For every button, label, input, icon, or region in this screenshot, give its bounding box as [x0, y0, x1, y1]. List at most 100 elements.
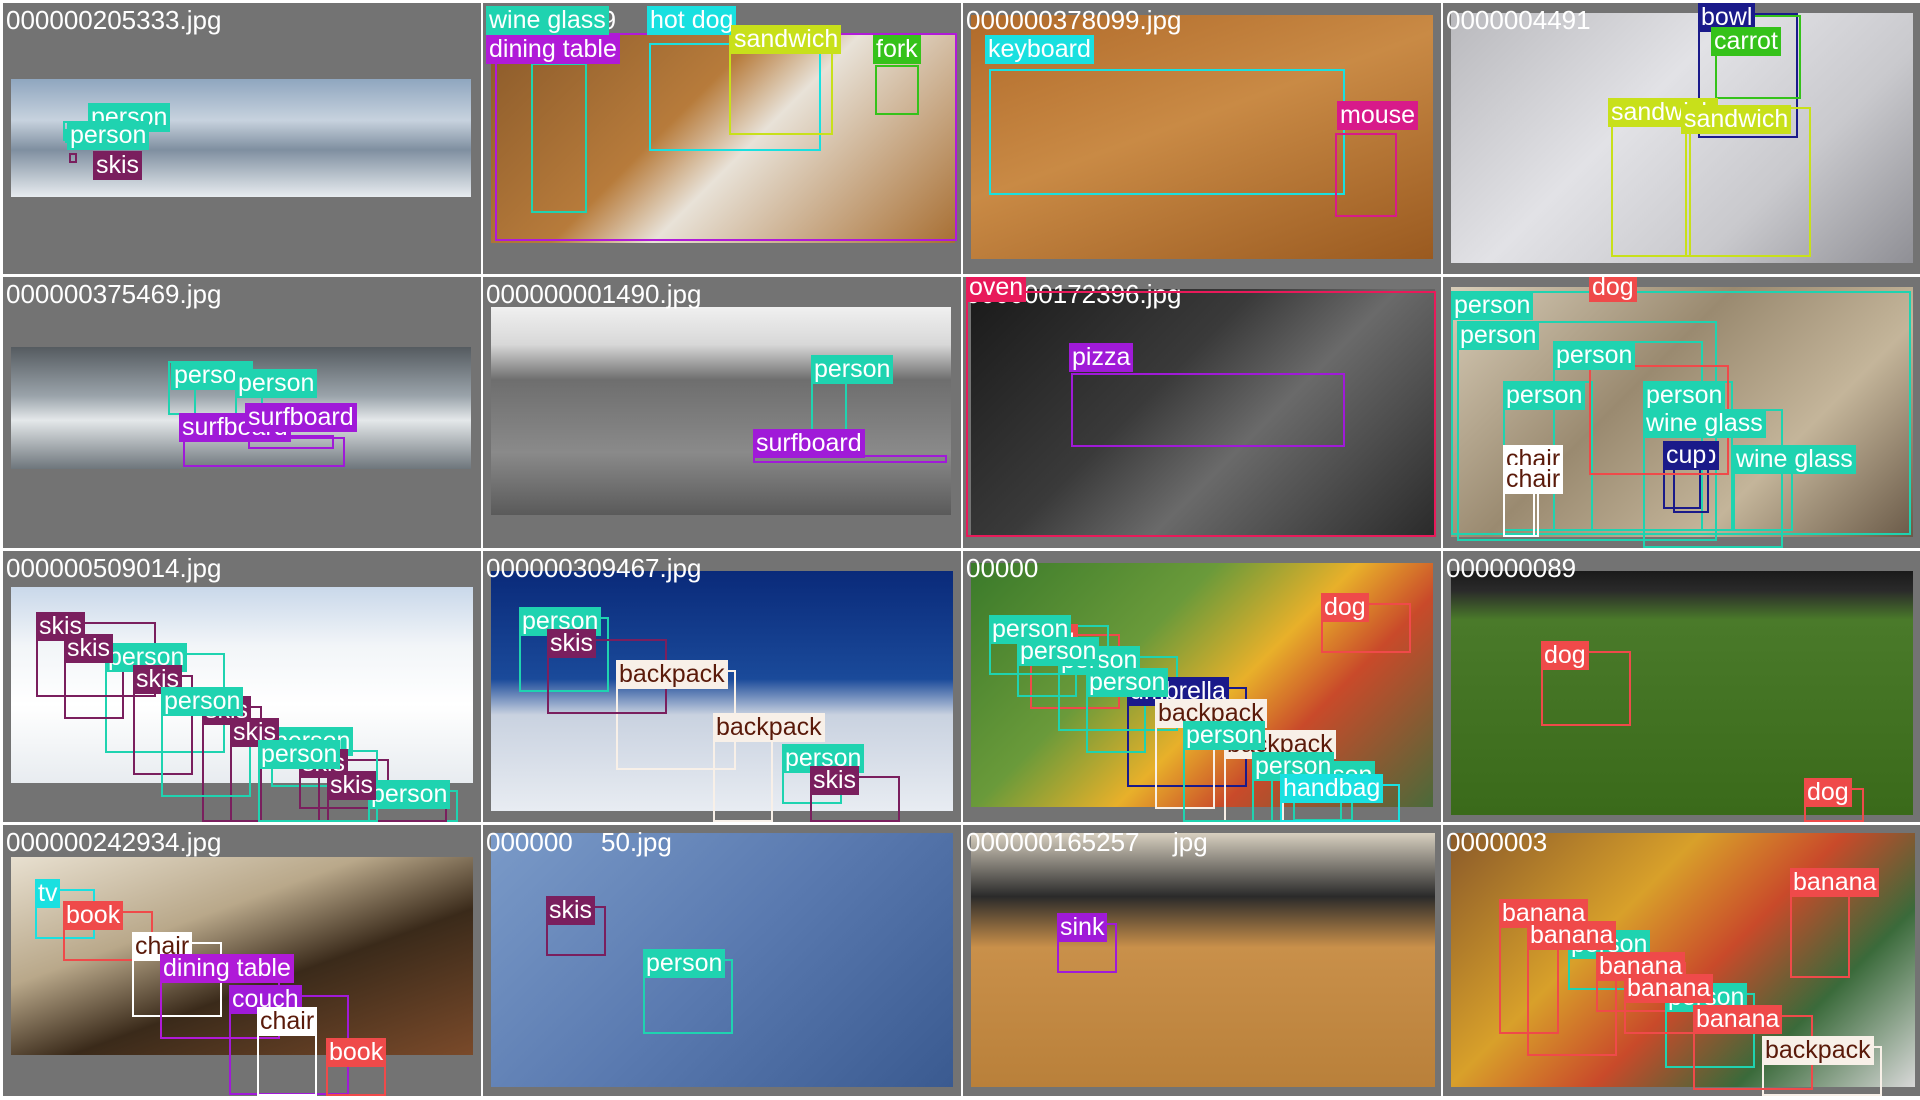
detection-label: chair — [1503, 465, 1564, 494]
bounding-box — [531, 63, 587, 213]
detection-label: person — [1017, 637, 1100, 666]
filename-label: 000000378099.jpg — [966, 5, 1182, 35]
detection-label: hot dog — [647, 6, 737, 35]
filename-label: 000000242934.jpg — [6, 827, 222, 857]
detection-label: banana — [1624, 974, 1714, 1003]
filename-label: 000000165257 — [966, 827, 1140, 857]
detection-label: skis — [810, 766, 860, 795]
detection-label: dog — [1321, 593, 1369, 622]
filename-label: 000000309467.jpg — [486, 553, 702, 583]
detection-label: person — [1457, 321, 1540, 350]
image-tile: 000000509014.jpgpersonpersonpersonskissk… — [3, 551, 481, 822]
bounding-box — [69, 153, 77, 163]
filename-label: 00000 — [966, 553, 1039, 583]
detection-label: skis — [64, 634, 114, 663]
detection-label: skis — [546, 896, 596, 925]
detection-label: person — [1503, 381, 1586, 410]
image-tile: 000000375469.jpg person person surfboard sur… — [3, 277, 481, 548]
detection-label: backpack — [616, 660, 728, 689]
detection-label: mouse — [1337, 101, 1419, 130]
detection-label: backpack — [1762, 1036, 1874, 1065]
photo — [491, 307, 951, 515]
bounding-box — [966, 291, 1436, 537]
image-tile: 000000205333.jpg person person skis — [3, 3, 481, 274]
photo — [11, 587, 473, 783]
detection-label: dog — [1804, 778, 1852, 807]
detection-label: couch — [229, 985, 302, 1014]
detection-label: oven — [966, 277, 1027, 302]
image-tile: 000000165257 jpg sink — [963, 825, 1441, 1096]
detection-label: person — [1643, 381, 1726, 410]
image-tile: 000000 50.jpg skis person — [483, 825, 961, 1096]
detection-label: person — [1451, 291, 1534, 320]
detection-label: chair — [257, 1007, 318, 1036]
detection-label: person — [643, 949, 726, 978]
detection-label: skis — [547, 629, 597, 658]
detection-label: fork — [873, 35, 921, 64]
detection-label: keyboard — [985, 35, 1094, 64]
filename-label: 000000509014.jpg — [6, 553, 222, 583]
detection-label: person — [67, 121, 150, 150]
image-tile: 0000004491 bowl carrot sandwich sandwich — [1443, 3, 1920, 274]
detection-label: tv — [35, 879, 61, 908]
photo — [491, 33, 955, 243]
detection-label: person — [258, 740, 341, 769]
bounding-box — [248, 435, 334, 449]
image-tile: 000000089 dog dog — [1443, 551, 1920, 822]
detection-label: dining table — [160, 954, 294, 983]
detection-label: pizza — [1069, 343, 1134, 372]
filename-label: 000000001490.jpg — [486, 279, 702, 309]
bounding-box — [1451, 291, 1911, 535]
filename-label: 0000004491 — [1446, 5, 1591, 35]
bounding-box — [1715, 15, 1801, 99]
detection-label: person — [368, 780, 451, 809]
detection-label: banana — [1790, 868, 1880, 897]
detection-label: dining table — [486, 35, 620, 64]
image-tile: 000000242934.jpg tv chair couch book book dini… — [3, 825, 481, 1096]
detection-label: skis — [93, 151, 143, 180]
detection-label: wine glass — [1643, 409, 1766, 438]
filename-label-tail: 50.jpg — [601, 827, 672, 857]
photo — [1451, 13, 1913, 263]
bounding-box — [1611, 107, 1691, 257]
detection-label: dog — [1541, 641, 1589, 670]
detection-label: surfboard — [245, 403, 357, 432]
image-tile: 000000001490.jpg person surfboard — [483, 277, 961, 548]
detection-label: person — [811, 355, 894, 384]
detection-label: person — [1086, 668, 1169, 697]
detection-label: skis — [327, 771, 377, 800]
detection-label: banana — [1693, 1005, 1783, 1034]
image-tile: person person person person person wine glass… — [1443, 277, 1920, 548]
filename-label: 000000205333.jpg — [6, 5, 222, 35]
filename-label: 000000 — [486, 827, 573, 857]
detection-label: book — [63, 901, 124, 930]
photo — [971, 833, 1435, 1087]
photo — [971, 289, 1435, 537]
detection-label: cup — [1663, 441, 1710, 470]
filename-label: 000000089 — [1446, 553, 1577, 583]
image-tile: 0000003personpersonbackpackbananabananab… — [1443, 825, 1920, 1096]
image-tile: 00000persondogumbrellabackpackdogpersonb… — [963, 551, 1441, 822]
detection-label: dog — [1589, 277, 1637, 302]
bounding-box — [1071, 373, 1345, 447]
image-tile: 000000378099.jpg keyboard mouse — [963, 3, 1441, 274]
detection-label: book — [326, 1038, 387, 1067]
detection-label: person — [161, 687, 244, 716]
filename-label-tail: jpg — [1173, 827, 1208, 857]
detection-label: banana — [1527, 921, 1617, 950]
detection-label: sink — [1057, 913, 1108, 942]
filename-label: 0000003 — [1446, 827, 1548, 857]
image-tile: 000000309467.jpg person person backpack back… — [483, 551, 961, 822]
detection-label: person — [1183, 721, 1266, 750]
photo — [1451, 571, 1913, 815]
filename-label: 000000375469.jpg — [6, 279, 222, 309]
detection-label: carrot — [1711, 27, 1781, 56]
detection-label: wine glass — [486, 6, 609, 35]
detection-label: person — [235, 369, 318, 398]
detection-label: surfboard — [753, 429, 865, 458]
bounding-box — [989, 69, 1345, 195]
detection-label: person — [1553, 341, 1636, 370]
detection-label: sandwich — [1681, 105, 1792, 134]
